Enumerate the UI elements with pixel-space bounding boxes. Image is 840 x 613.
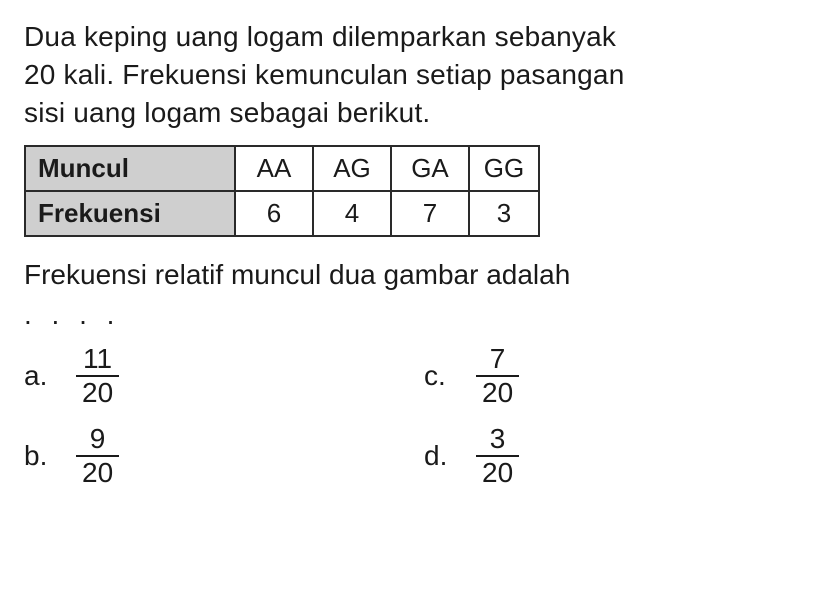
option-c-numerator: 7 [484, 345, 512, 375]
option-c-label: c. [424, 360, 458, 392]
question-line-2: 20 kali. Frekuensi kemunculan setiap pas… [24, 59, 624, 90]
table-header-muncul: Muncul [25, 146, 235, 191]
table-col-ga: GA [391, 146, 469, 191]
option-d: d. 3 20 [424, 425, 784, 487]
ellipsis-dots: . . . . [24, 299, 816, 331]
table-col-gg: GG [469, 146, 539, 191]
question-line-1: Dua keping uang logam dilemparkan sebany… [24, 21, 616, 52]
option-b-fraction: 9 20 [76, 425, 119, 487]
option-b-denominator: 20 [76, 457, 119, 487]
option-b-numerator: 9 [84, 425, 112, 455]
option-c-fraction: 7 20 [476, 345, 519, 407]
table-row: Muncul AA AG GA GG [25, 146, 539, 191]
option-d-fraction: 3 20 [476, 425, 519, 487]
option-a: a. 11 20 [24, 345, 384, 407]
table-col-aa: AA [235, 146, 313, 191]
option-d-numerator: 3 [484, 425, 512, 455]
option-c-denominator: 20 [476, 377, 519, 407]
table-val-gg: 3 [469, 191, 539, 236]
table-val-aa: 6 [235, 191, 313, 236]
table-header-frekuensi: Frekuensi [25, 191, 235, 236]
option-b: b. 9 20 [24, 425, 384, 487]
option-b-label: b. [24, 440, 58, 472]
option-a-numerator: 11 [77, 345, 118, 375]
option-c: c. 7 20 [424, 345, 784, 407]
option-a-fraction: 11 20 [76, 345, 119, 407]
option-d-label: d. [424, 440, 458, 472]
table-row: Frekuensi 6 4 7 3 [25, 191, 539, 236]
option-a-label: a. [24, 360, 58, 392]
question-line-3: sisi uang logam sebagai berikut. [24, 97, 430, 128]
question-text: Dua keping uang logam dilemparkan sebany… [24, 18, 816, 131]
answer-options: a. 11 20 c. 7 20 b. 9 20 d. 3 20 [24, 345, 784, 487]
followup-text: Frekuensi relatif muncul dua gambar adal… [24, 255, 816, 294]
table-val-ag: 4 [313, 191, 391, 236]
table-col-ag: AG [313, 146, 391, 191]
table-val-ga: 7 [391, 191, 469, 236]
option-d-denominator: 20 [476, 457, 519, 487]
option-a-denominator: 20 [76, 377, 119, 407]
frequency-table: Muncul AA AG GA GG Frekuensi 6 4 7 3 [24, 145, 540, 237]
